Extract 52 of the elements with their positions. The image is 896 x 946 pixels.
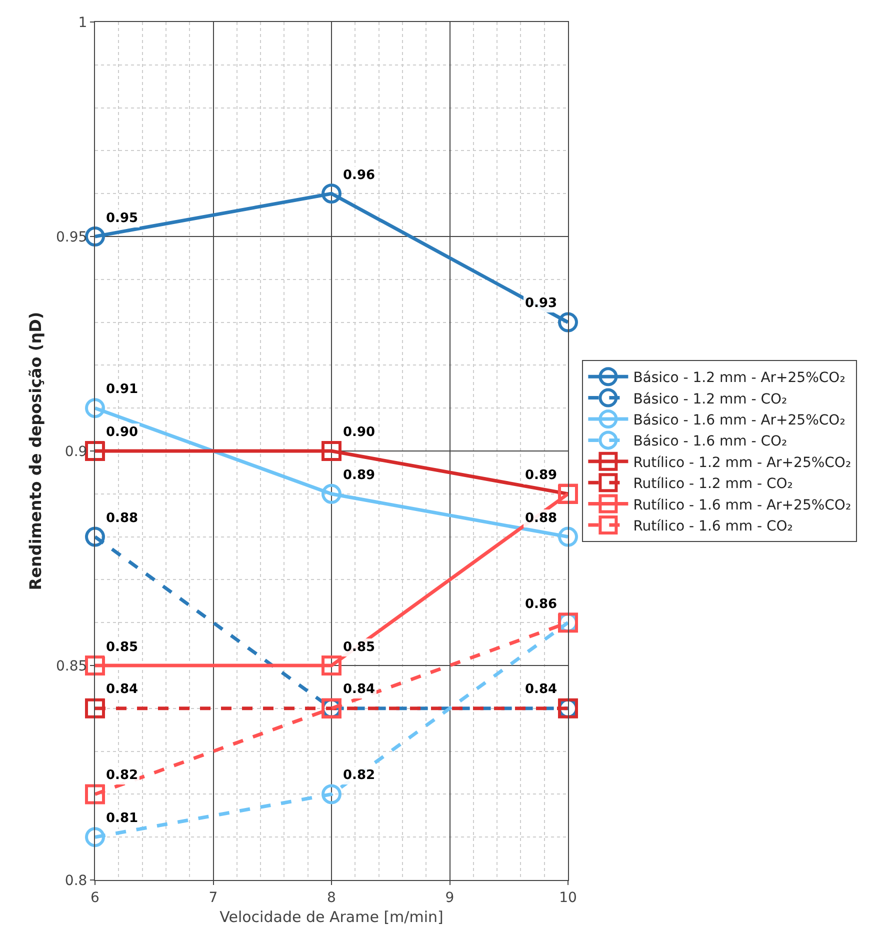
point — [85, 226, 105, 246]
x-tick-label: 7 — [208, 890, 218, 906]
x-tick-label: 6 — [90, 890, 100, 906]
legend-label: Rutílico - 1.6 mm - Ar+25%CO₂ — [633, 497, 852, 514]
data-label: 0.93 — [525, 296, 558, 311]
data-label: 0.85 — [106, 640, 138, 655]
data-label: 0.81 — [106, 811, 138, 826]
point — [322, 441, 342, 461]
point — [322, 484, 342, 504]
data-label: 0.82 — [343, 768, 376, 783]
point — [85, 441, 105, 461]
point — [85, 784, 105, 804]
point — [322, 656, 342, 676]
point — [85, 656, 105, 676]
x-tick-label: 9 — [445, 890, 454, 906]
data-label: 0.91 — [106, 382, 138, 397]
data-label: 0.89 — [343, 468, 376, 483]
point — [85, 827, 105, 848]
y-tick-label: 0.8 — [64, 872, 88, 889]
point — [558, 312, 578, 332]
legend-label: Rutílico - 1.6 mm - CO₂ — [633, 518, 793, 534]
data-label: 0.96 — [343, 168, 376, 183]
legend-label: Básico - 1.6 mm - Ar+25%CO₂ — [633, 412, 846, 428]
data-label: 0.84 — [343, 682, 376, 697]
data-label: 0.84 — [106, 682, 138, 697]
data-label: 0.84 — [525, 682, 558, 697]
data-label: 0.86 — [525, 597, 558, 612]
legend-label: Básico - 1.6 mm - CO₂ — [633, 434, 788, 450]
x-axis-title: Velocidade de Arame [m/min] — [220, 908, 444, 926]
data-label: 0.85 — [343, 640, 376, 655]
legend-label: Básico - 1.2 mm - Ar+25%CO₂ — [633, 370, 846, 386]
y-axis-title: Rendimento de deposição (ηD) — [26, 312, 45, 590]
x-tick-label: 10 — [559, 890, 577, 906]
legend-label: Básico - 1.2 mm - CO₂ — [633, 391, 788, 408]
data-label: 0.90 — [106, 425, 138, 440]
point — [322, 784, 342, 804]
x-tick-label: 8 — [327, 890, 336, 906]
point — [85, 526, 105, 547]
y-tick-label: 0.95 — [56, 229, 88, 246]
point — [322, 184, 342, 204]
data-label: 0.88 — [106, 511, 138, 526]
y-tick-label: 1 — [78, 14, 88, 31]
point — [558, 526, 578, 547]
data-label: 0.95 — [106, 211, 138, 226]
data-label: 0.89 — [525, 468, 558, 483]
data-label: 0.82 — [106, 768, 138, 783]
data-label: 0.88 — [525, 511, 558, 526]
data-label: 0.90 — [343, 425, 376, 440]
legend-label: Rutílico - 1.2 mm - CO₂ — [633, 476, 793, 492]
point — [85, 698, 105, 718]
point — [85, 398, 105, 418]
legend-label: Rutílico - 1.2 mm - Ar+25%CO₂ — [633, 454, 852, 471]
